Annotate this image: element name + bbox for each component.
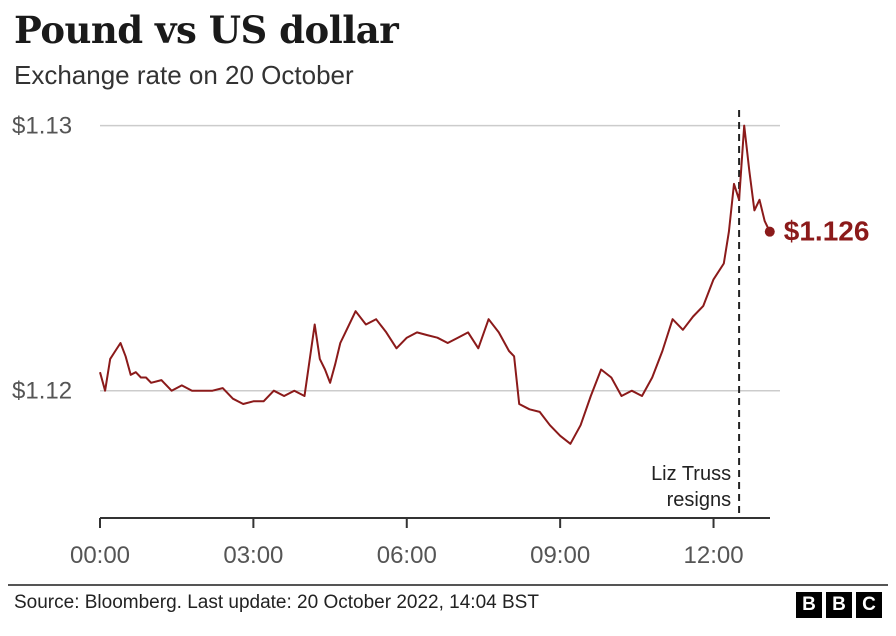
logo-letter-b2: B: [826, 592, 852, 618]
bbc-logo: B B C: [796, 592, 882, 618]
series-layer: [99, 124, 771, 445]
x-axis: 00:00 03:00 06:00 09:00 12:00: [70, 517, 770, 569]
end-value-label-group: $1.126: [764, 216, 870, 247]
x-tick-label: 12:00: [684, 542, 744, 569]
y-tick-label: $1.13: [12, 113, 72, 140]
x-tick-label: 09:00: [530, 542, 590, 569]
x-tick-label: 03:00: [223, 542, 283, 569]
x-tick-label: 00:00: [70, 542, 130, 569]
gridlines: [100, 124, 780, 392]
x-tick-label: 06:00: [377, 542, 437, 569]
logo-letter-b1: B: [796, 592, 822, 618]
series-line: [99, 124, 771, 445]
y-tick-label: $1.12: [12, 378, 72, 405]
chart-subtitle: Exchange rate on 20 October: [14, 60, 354, 90]
footer-divider: [8, 584, 888, 586]
series-end-point: [764, 226, 775, 237]
y-axis-ticks: $1.12 $1.13: [12, 113, 72, 405]
annotation-text-line: resigns: [667, 489, 731, 511]
source-note: Source: Bloomberg. Last update: 20 Octob…: [14, 592, 539, 613]
logo-letter-c: C: [856, 592, 882, 618]
annotation-text-line: Liz Truss: [651, 463, 731, 485]
chart-title: Pound vs US dollar: [14, 8, 399, 52]
line-chart: $1.12 $1.13 00:00 03:00 06:00 09:00 12:00 Liz…: [12, 110, 870, 569]
end-value-label: $1.126: [784, 216, 870, 247]
annotation-resigns: Liz Truss resigns: [651, 110, 741, 518]
